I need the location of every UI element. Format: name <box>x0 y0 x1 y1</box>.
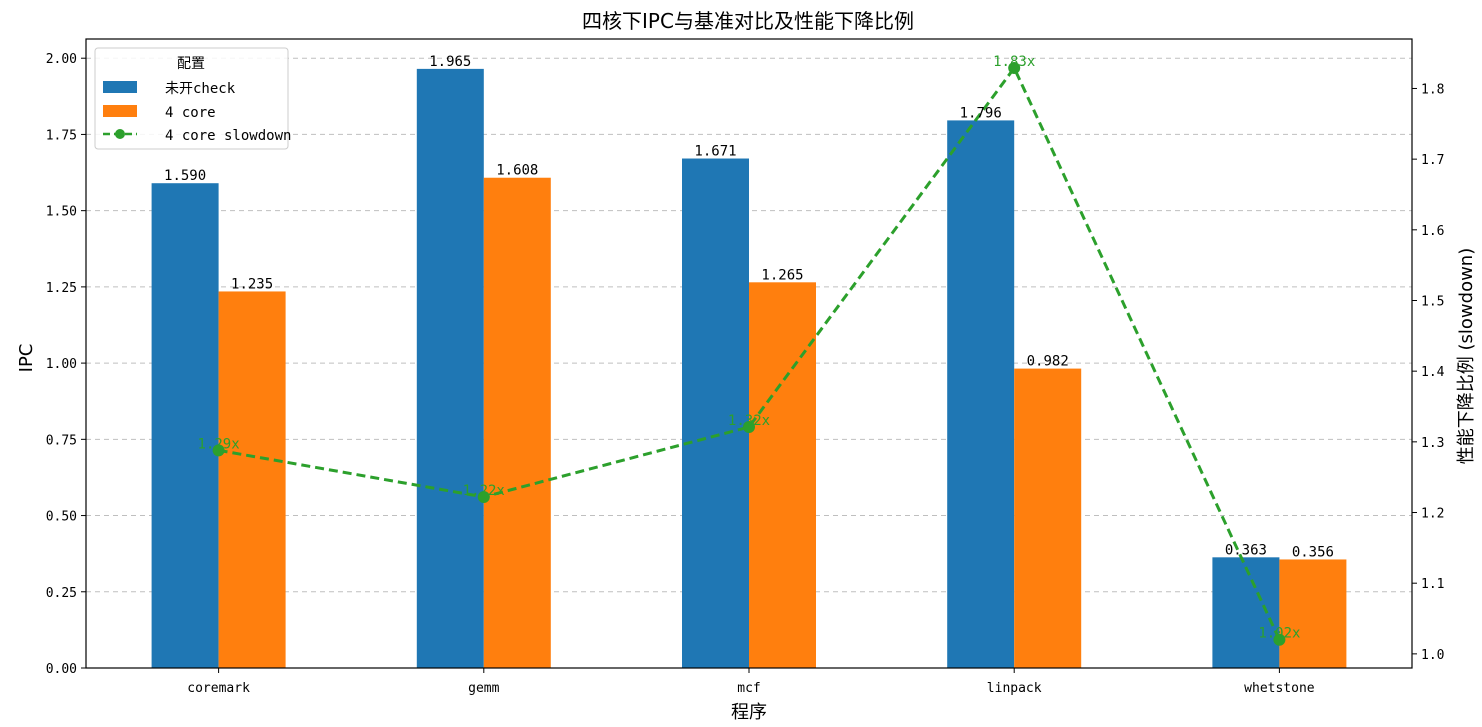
y2-tick-label: 1.8 <box>1421 82 1444 97</box>
x-tick-label: whetstone <box>1244 681 1315 696</box>
bar <box>749 282 816 668</box>
slowdown-value-label: 1.22x <box>463 483 505 499</box>
bar-value-label: 0.982 <box>1027 354 1069 370</box>
y-tick-label: 1.25 <box>46 281 77 296</box>
slowdown-point <box>743 421 755 434</box>
y2-tick-label: 1.6 <box>1421 224 1444 239</box>
bar-value-label: 1.671 <box>694 144 736 160</box>
bar <box>1212 557 1280 668</box>
y-tick-label: 2.00 <box>46 52 77 67</box>
x-tick-label: linpack <box>987 681 1042 696</box>
y-tick-label: 1.00 <box>46 357 77 372</box>
bars-layer <box>151 68 1347 669</box>
legend: 配置 未开check 4 core 4 core slowdown <box>94 47 291 150</box>
y2-axis-title: 性能下降比例 (slowdown) <box>1456 248 1477 464</box>
slowdown-point <box>1008 61 1021 74</box>
y2-tick-label: 1.5 <box>1421 294 1444 309</box>
bar <box>218 291 286 668</box>
y-tick-label: 1.75 <box>46 128 77 143</box>
y-tick-label: 0.25 <box>46 586 77 601</box>
legend-label-baseline: 未开check <box>165 81 236 97</box>
x-tick-label: gemm <box>468 681 499 696</box>
legend-label-4core: 4 core <box>165 105 216 121</box>
legend-box <box>94 47 289 150</box>
slowdown-point <box>477 490 490 503</box>
bar-value-label: 1.796 <box>960 105 1002 121</box>
y-tick-label: 0.50 <box>46 510 77 525</box>
x-tick-label: coremark <box>187 681 250 696</box>
slowdown-value-label: 1.32x <box>728 413 770 429</box>
y2-tick-label: 1.3 <box>1421 436 1444 451</box>
legend-label-slowdown: 4 core slowdown <box>165 128 291 144</box>
y-tick-label: 1.50 <box>46 205 77 220</box>
x-tick-label: mcf <box>737 681 760 696</box>
slowdown-value-label: 1.83x <box>993 54 1035 70</box>
x-axis-title: 程序 <box>731 702 767 723</box>
y2-tick-label: 1.0 <box>1421 648 1444 663</box>
bar-value-label: 0.356 <box>1292 544 1334 560</box>
labels-layer: 1.590 1.965 1.671 1.796 0.363 1.235 1.608 1.265… <box>164 54 1334 642</box>
bar-value-label: 0.363 <box>1225 542 1267 558</box>
slowdown-point <box>212 444 225 457</box>
bar <box>1014 368 1082 668</box>
bar <box>1279 559 1347 668</box>
y2-tick-label: 1.2 <box>1421 507 1444 522</box>
legend-marker-slowdown <box>115 129 125 139</box>
y-tick-label: 0.75 <box>46 433 77 448</box>
legend-swatch-baseline <box>103 81 137 93</box>
bar-value-label: 1.608 <box>496 163 538 179</box>
legend-title: 配置 <box>177 56 205 72</box>
bar <box>416 68 484 669</box>
bar <box>151 183 219 668</box>
y-axis-title: IPC <box>16 344 37 373</box>
bar-value-label: 1.235 <box>231 276 273 292</box>
y2-tick-label: 1.4 <box>1421 365 1445 380</box>
line-layer <box>212 61 1286 646</box>
bar-value-label: 1.265 <box>761 267 803 283</box>
slowdown-point <box>1273 633 1286 646</box>
bar-value-label: 1.965 <box>429 54 471 70</box>
bar <box>483 177 551 668</box>
bar-value-label: 1.590 <box>164 168 206 184</box>
bar <box>947 120 1015 669</box>
y-tick-label: 0.00 <box>46 662 77 677</box>
axes-layer: 0.00 0.25 0.50 0.75 1.00 1.25 1.50 1.75 2.00 1.0 1… <box>46 52 1445 696</box>
legend-swatch-4core <box>103 105 137 117</box>
bar <box>682 158 749 668</box>
slowdown-value-label: 1.29x <box>198 436 240 452</box>
slowdown-value-label: 1.02x <box>1258 626 1300 642</box>
y2-tick-label: 1.7 <box>1421 153 1444 168</box>
y2-tick-label: 1.1 <box>1421 577 1444 592</box>
chart-title: 四核下IPC与基准对比及性能下降比例 <box>582 9 914 33</box>
